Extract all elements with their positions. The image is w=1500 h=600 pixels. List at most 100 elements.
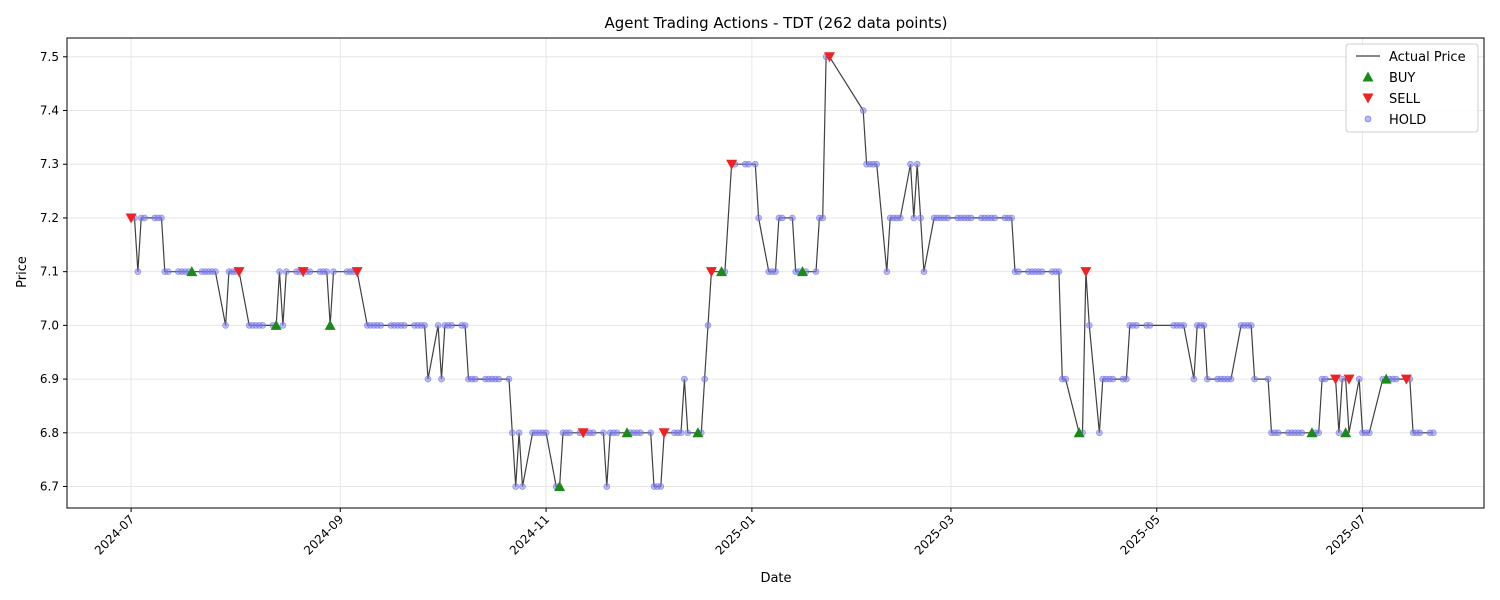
hold-point xyxy=(1335,429,1343,437)
x-axis-label: Date xyxy=(760,571,791,586)
hold-point xyxy=(1146,322,1154,329)
hold-point xyxy=(282,268,290,275)
hold-point xyxy=(1274,429,1282,437)
hold-point xyxy=(1227,375,1235,383)
y-tick-label: 6.7 xyxy=(40,480,59,494)
hold-point xyxy=(897,214,904,222)
y-tick-label: 7.3 xyxy=(40,157,59,171)
hold-point xyxy=(812,268,820,275)
hold-point xyxy=(600,429,607,437)
buy-marker xyxy=(621,427,633,438)
hold-point xyxy=(1085,322,1093,329)
hold-point xyxy=(772,268,779,275)
y-tick-label: 7.1 xyxy=(40,265,59,279)
sell-marker xyxy=(823,52,835,63)
legend-swatch-sell xyxy=(1362,93,1374,104)
hold-point xyxy=(212,268,219,275)
hold-point xyxy=(421,322,428,329)
sell-marker xyxy=(1080,267,1092,278)
hold-point xyxy=(944,214,951,222)
sell-markers xyxy=(125,52,1412,439)
hold-point xyxy=(701,375,708,383)
hold-point xyxy=(164,268,172,275)
x-tick-label: 2025-07 xyxy=(1323,512,1368,557)
hold-point xyxy=(1123,375,1130,383)
sell-marker xyxy=(658,428,670,439)
hold-point xyxy=(859,107,867,114)
hold-point xyxy=(684,429,692,437)
hold-point xyxy=(515,429,523,437)
hold-point xyxy=(1264,375,1272,383)
hold-point xyxy=(647,429,654,437)
hold-point xyxy=(330,268,337,275)
hold-point xyxy=(789,214,796,222)
legend-label: Actual Price xyxy=(1389,50,1466,65)
hold-point xyxy=(134,268,142,275)
buy-marker xyxy=(1306,427,1318,438)
hold-point xyxy=(920,268,928,275)
hold-point xyxy=(141,214,148,222)
hold-point xyxy=(1190,375,1198,383)
hold-point xyxy=(542,429,550,437)
hold-point xyxy=(613,429,621,437)
hold-point xyxy=(590,429,597,437)
buy-marker xyxy=(796,266,808,277)
hold-point xyxy=(566,429,573,437)
hold-point xyxy=(434,322,442,329)
sell-marker xyxy=(1343,374,1355,385)
hold-point xyxy=(1200,322,1208,329)
hold-point xyxy=(1008,214,1015,222)
hold-point xyxy=(276,268,283,275)
buy-marker xyxy=(324,319,336,330)
buy-marker xyxy=(692,427,704,438)
hold-point xyxy=(745,160,752,168)
hold-point xyxy=(471,375,479,383)
legend-label: HOLD xyxy=(1389,113,1426,128)
hold-point xyxy=(677,429,685,437)
plot-frame xyxy=(66,37,1485,509)
hold-point xyxy=(967,214,975,222)
y-axis-ticks: 6.7 6.8 6.9 7.0 7.1 7.2 7.3 7.4 7.5 xyxy=(40,50,67,494)
sell-marker xyxy=(1330,374,1342,385)
y-tick-label: 6.8 xyxy=(40,426,59,440)
hold-point xyxy=(1298,429,1306,437)
buy-marker xyxy=(186,266,198,277)
buy-marker xyxy=(270,319,282,330)
hold-point xyxy=(1315,429,1322,437)
sell-marker xyxy=(1400,374,1412,385)
legend-label: SELL xyxy=(1389,92,1421,107)
hold-point xyxy=(438,375,445,383)
x-tick-label: 2025-03 xyxy=(912,512,957,557)
hold-point xyxy=(448,322,455,329)
hold-point xyxy=(519,483,526,490)
hold-point xyxy=(873,160,881,168)
sell-marker xyxy=(577,428,589,439)
hold-point xyxy=(681,375,688,383)
sell-marker xyxy=(297,267,309,278)
hold-point xyxy=(1133,322,1140,329)
hold-point xyxy=(512,483,520,490)
hold-point xyxy=(259,322,266,329)
hold-point xyxy=(1096,429,1103,437)
hold-point xyxy=(1430,429,1437,437)
hold-point xyxy=(158,214,165,222)
legend-box xyxy=(1345,43,1479,133)
x-tick-label: 2024-11 xyxy=(507,512,552,557)
hold-point xyxy=(913,160,921,168)
legend-swatch-hold xyxy=(1364,115,1372,123)
buy-marker xyxy=(716,266,728,277)
buy-markers xyxy=(186,266,1392,492)
chart-title: Agent Trading Actions - TDT (262 data po… xyxy=(604,14,947,32)
hold-point xyxy=(778,214,786,222)
buy-marker xyxy=(1380,373,1392,384)
hold-point xyxy=(1062,375,1069,383)
hold-point xyxy=(991,214,999,222)
hold-point xyxy=(306,268,314,275)
sell-marker xyxy=(125,213,137,224)
sell-marker xyxy=(233,267,245,278)
y-axis-label: Price xyxy=(15,256,30,288)
hold-point xyxy=(751,160,759,168)
sell-marker xyxy=(705,267,717,278)
hold-point xyxy=(910,214,918,222)
